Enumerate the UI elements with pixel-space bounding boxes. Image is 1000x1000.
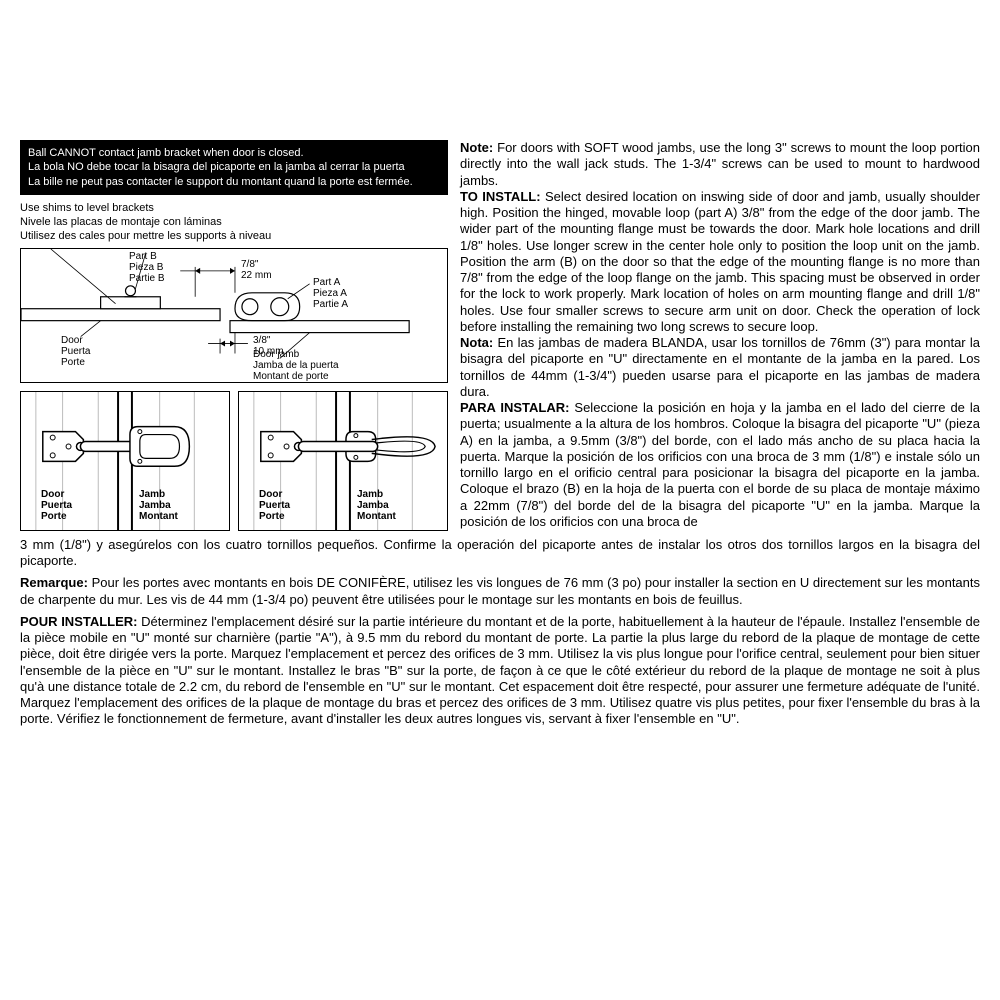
label-partb: Part B Pieza B Partie B	[129, 251, 165, 284]
closed-jamb-label: Jamb Jamba Montant	[139, 489, 178, 522]
label-parta: Part A Pieza A Partie A	[313, 277, 348, 310]
diagram-closed: Door Puerta Porte Jamb Jamba Montant	[20, 391, 230, 531]
top-diagram: Part B Pieza B Partie B 7/8" 22 mm Part …	[20, 248, 448, 383]
label-jamb: Door jamb Jamba de la puerta Montant de …	[253, 349, 339, 382]
install-es: PARA INSTALAR: Seleccione la posición en…	[460, 400, 980, 530]
install-fr: POUR INSTALLER: Déterminez l'emplacement…	[20, 614, 980, 728]
shims-en: Use shims to level brackets	[20, 201, 448, 215]
right-text-column: Note: For doors with SOFT wood jambs, us…	[460, 140, 980, 530]
closed-door-label: Door Puerta Porte	[41, 489, 72, 522]
shims-note: Use shims to level brackets Nivele las p…	[20, 201, 448, 244]
shims-es: Nivele las placas de montaje con láminas	[20, 215, 448, 229]
shims-fr: Utilisez des cales pour mettre les suppo…	[20, 229, 448, 243]
label-door: Door Puerta Porte	[61, 335, 90, 368]
diagram-open: Door Puerta Porte Jamb Jamba Montant	[238, 391, 448, 531]
remarque-fr: Remarque: Pour les portes avec montants …	[20, 575, 980, 608]
label-78: 7/8" 22 mm	[241, 259, 272, 281]
warning-box: Ball CANNOT contact jamb bracket when do…	[20, 140, 448, 195]
warning-en: Ball CANNOT contact jamb bracket when do…	[28, 146, 440, 160]
lower-diagrams: Door Puerta Porte Jamb Jamba Montant	[20, 391, 448, 531]
install-en: TO INSTALL: Select desired location on i…	[460, 189, 980, 335]
warning-es: La bola NO debe tocar la bisagra del pic…	[28, 160, 440, 174]
warning-fr: La bille ne peut pas contacter le suppor…	[28, 175, 440, 189]
install-es-cont: 3 mm (1/8") y asegúrelos con los cuatro …	[20, 537, 980, 570]
nota-es: Nota: En las jambas de madera BLANDA, us…	[460, 335, 980, 400]
open-jamb-label: Jamb Jamba Montant	[357, 489, 396, 522]
note-en: Note: For doors with SOFT wood jambs, us…	[460, 140, 980, 189]
open-door-label: Door Puerta Porte	[259, 489, 290, 522]
